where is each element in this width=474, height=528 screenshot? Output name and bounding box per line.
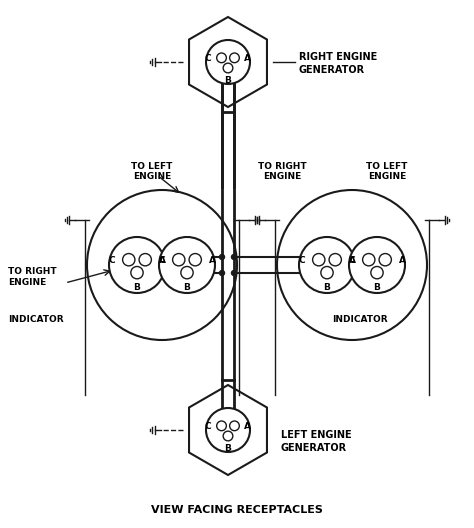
Text: LEFT ENGINE: LEFT ENGINE	[281, 430, 352, 440]
Circle shape	[277, 190, 427, 340]
Circle shape	[206, 40, 250, 84]
Text: C: C	[348, 257, 355, 266]
Text: A: A	[399, 257, 406, 266]
Text: B: B	[225, 444, 231, 452]
Text: GENERATOR: GENERATOR	[299, 65, 365, 75]
Text: INDICATOR: INDICATOR	[8, 316, 64, 325]
Text: TO RIGHT
ENGINE: TO RIGHT ENGINE	[258, 162, 306, 182]
Text: VIEW FACING RECEPTACLES: VIEW FACING RECEPTACLES	[151, 505, 323, 515]
Text: TO LEFT
ENGINE: TO LEFT ENGINE	[131, 162, 173, 182]
Circle shape	[349, 237, 405, 293]
Text: TO LEFT
ENGINE: TO LEFT ENGINE	[366, 162, 408, 182]
Circle shape	[231, 270, 237, 276]
Text: GENERATOR: GENERATOR	[281, 443, 347, 453]
Text: C: C	[205, 422, 211, 431]
Text: INDICATOR: INDICATOR	[332, 316, 388, 325]
Text: C: C	[299, 257, 305, 266]
Circle shape	[299, 237, 355, 293]
Circle shape	[219, 270, 225, 276]
Circle shape	[109, 237, 165, 293]
Circle shape	[159, 237, 215, 293]
Text: C: C	[205, 54, 211, 63]
Text: B: B	[134, 284, 140, 293]
Text: A: A	[159, 257, 166, 266]
Text: A: A	[244, 422, 251, 431]
Circle shape	[219, 254, 225, 259]
Circle shape	[231, 254, 237, 259]
Text: C: C	[158, 257, 165, 266]
Text: A: A	[209, 257, 216, 266]
Text: B: B	[183, 284, 191, 293]
Text: B: B	[225, 76, 231, 84]
Text: A: A	[349, 257, 356, 266]
Text: TO RIGHT
ENGINE: TO RIGHT ENGINE	[8, 267, 56, 287]
Text: A: A	[244, 54, 251, 63]
Text: RIGHT ENGINE: RIGHT ENGINE	[299, 52, 377, 62]
Text: B: B	[324, 284, 330, 293]
Circle shape	[87, 190, 237, 340]
Text: C: C	[109, 257, 115, 266]
Circle shape	[206, 408, 250, 452]
Text: B: B	[374, 284, 381, 293]
